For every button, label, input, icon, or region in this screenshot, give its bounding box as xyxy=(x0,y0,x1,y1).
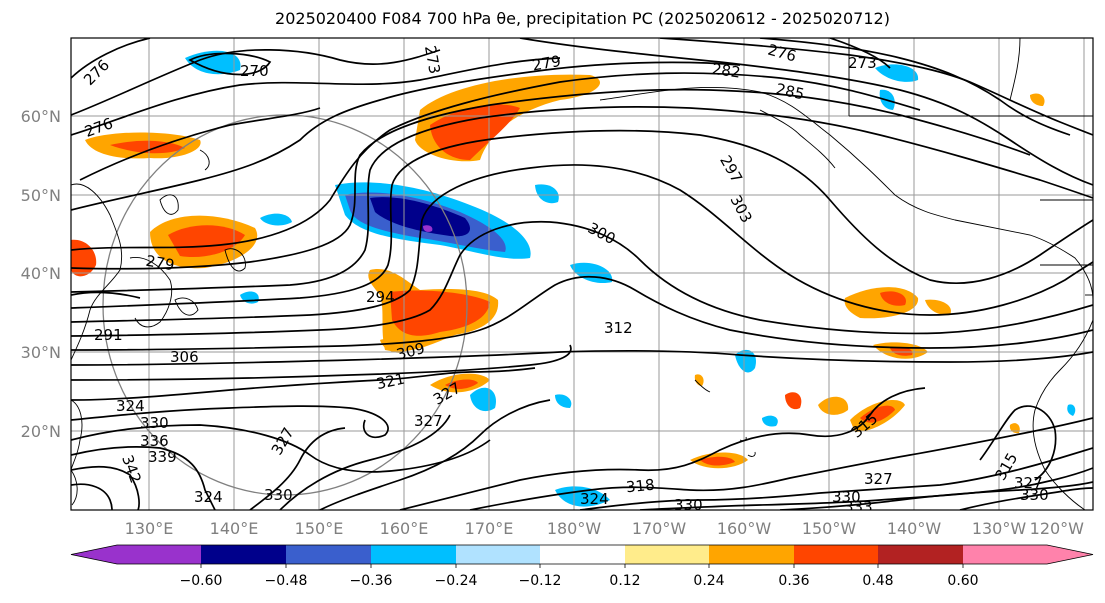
map-frame xyxy=(70,37,1094,511)
lat-label: 20°N xyxy=(21,422,61,441)
colorbar-tick-label: −0.36 xyxy=(350,573,393,589)
colorbar-extend-low xyxy=(71,545,201,564)
precip-blob xyxy=(535,184,559,204)
precip-blob xyxy=(1030,93,1045,106)
precip-blob xyxy=(1067,404,1076,416)
colorbar-tick-label: −0.12 xyxy=(519,573,562,589)
colorbar-segment xyxy=(540,545,625,564)
contour-label: 306 xyxy=(170,348,199,366)
contour-label: 327 xyxy=(864,470,893,488)
contour-label: 324 xyxy=(580,490,609,508)
contour-label: 270 xyxy=(240,62,269,80)
range-circle xyxy=(102,114,468,496)
precip-blob xyxy=(762,415,778,427)
lon-label: 140°E xyxy=(210,519,259,538)
lon-label: 160°E xyxy=(380,519,429,538)
lon-label: 140°W xyxy=(887,519,942,538)
contour-label: 279 xyxy=(144,252,175,275)
colorbar-segment xyxy=(456,545,540,564)
colorbar-segment xyxy=(709,545,794,564)
lon-labels: 130°E 140°E 150°E 160°E 170°E 180°W 170°… xyxy=(125,519,1085,538)
lon-label: 150°E xyxy=(295,519,344,538)
colorbar-segment xyxy=(878,545,963,564)
precip-blob xyxy=(370,197,470,237)
precip-blob xyxy=(390,290,490,336)
contour-label: 291 xyxy=(94,326,123,344)
precip-blob xyxy=(818,396,849,415)
precip-blob xyxy=(700,456,735,466)
colorbar-segment xyxy=(371,545,456,564)
precip-blob xyxy=(423,225,433,232)
colorbar-tick-label: 0.12 xyxy=(609,573,640,589)
contour-label: 324 xyxy=(194,488,223,506)
colorbar-tick-label: 0.24 xyxy=(693,573,724,589)
colorbar-tick-label: 0.36 xyxy=(778,573,809,589)
colorbar: −0.60 −0.48 −0.36 −0.24 −0.12 0.12 0.24 … xyxy=(70,544,1094,589)
colorbar-tick-label: −0.48 xyxy=(265,573,308,589)
contour-label: 324 xyxy=(116,397,145,415)
contour-label: 330 xyxy=(674,496,703,514)
map-plot-area: 276 270 276 273 279 276 282 285 273 297 … xyxy=(71,38,1093,516)
contour-label: 279 xyxy=(531,52,562,75)
precip-blob xyxy=(445,379,478,389)
precip-blob xyxy=(875,64,919,82)
contour-label: 330 xyxy=(1020,486,1049,504)
precip-blob xyxy=(860,405,895,423)
contour-label: 285 xyxy=(774,80,806,104)
colorbar-segment xyxy=(794,545,878,564)
contour-label: 273 xyxy=(421,44,444,75)
colorbar-extend-high xyxy=(963,545,1093,564)
lon-label: 130°W xyxy=(972,519,1027,538)
colorbar-segment xyxy=(286,545,371,564)
lat-labels: 60°N 50°N 40°N 30°N 20°N xyxy=(21,107,61,441)
contour-label: 333 xyxy=(844,498,873,516)
colorbar-tick-label: 0.60 xyxy=(947,573,978,589)
lat-label: 60°N xyxy=(21,107,61,126)
colorbar-tick-label: −0.24 xyxy=(435,573,478,589)
lon-label: 170°W xyxy=(632,519,687,538)
precip-blob xyxy=(380,338,406,353)
precip-blob xyxy=(890,346,913,356)
colorbar-outline xyxy=(70,544,1094,565)
contour-label: 327 xyxy=(1014,474,1043,492)
colorbar-tick-label: −0.60 xyxy=(180,573,223,589)
precip-blob xyxy=(785,392,802,410)
contour-label: 339 xyxy=(148,448,177,466)
lat-label: 50°N xyxy=(21,186,61,205)
precip-blob xyxy=(880,291,906,306)
precip-blob xyxy=(555,486,610,507)
contour-label: 327 xyxy=(414,412,443,430)
contour-label: 330 xyxy=(140,414,169,432)
lat-label: 30°N xyxy=(21,343,61,362)
contour-label: 282 xyxy=(711,60,742,82)
colorbar-segment xyxy=(625,545,709,564)
precip-blob xyxy=(694,374,704,386)
lat-label: 40°N xyxy=(21,264,61,283)
lon-label: 150°W xyxy=(802,519,857,538)
contour-label: 318 xyxy=(625,476,655,497)
contour-label: 312 xyxy=(604,319,633,337)
coastlines xyxy=(71,38,1093,510)
precip-blob xyxy=(260,213,292,226)
lon-label: 170°E xyxy=(465,519,514,538)
theta-e-contours xyxy=(71,38,1093,510)
contour-label: 336 xyxy=(140,432,169,450)
precip-blob xyxy=(168,225,245,258)
colorbar-tick-label: 0.48 xyxy=(862,573,893,589)
lon-label: 130°E xyxy=(125,519,174,538)
precip-blob xyxy=(925,299,951,316)
lon-label: 180°W xyxy=(547,519,602,538)
contour-label: 294 xyxy=(366,288,395,306)
contour-label: 330 xyxy=(264,486,293,504)
contour-label: 330 xyxy=(832,488,861,506)
lon-label: 120°W xyxy=(1030,519,1085,538)
map-title: 2025020400 F084 700 hPa θe, precipitatio… xyxy=(275,9,890,28)
colorbar-segment xyxy=(201,545,286,564)
contour-label: 321 xyxy=(375,370,407,394)
precip-blob xyxy=(555,394,572,408)
contour-label: 273 xyxy=(848,54,877,72)
lon-label: 160°W xyxy=(717,519,772,538)
